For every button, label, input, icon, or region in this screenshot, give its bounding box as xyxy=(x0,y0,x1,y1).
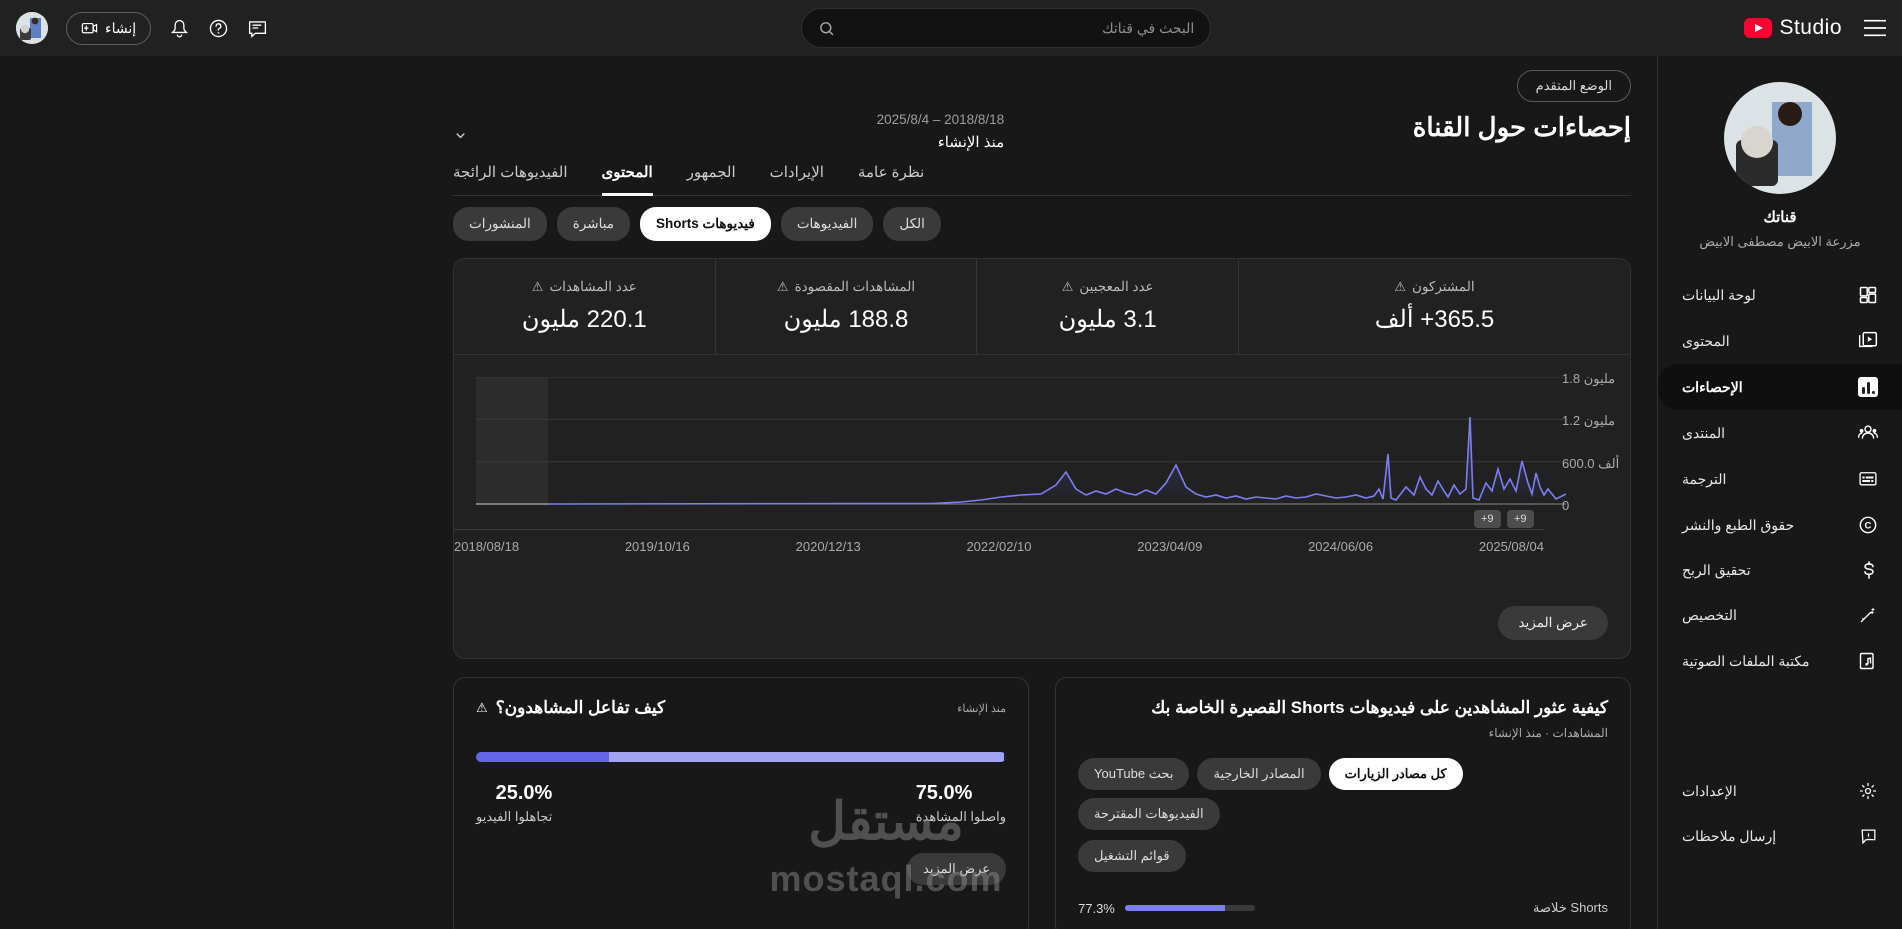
svg-text:C: C xyxy=(1865,521,1872,532)
